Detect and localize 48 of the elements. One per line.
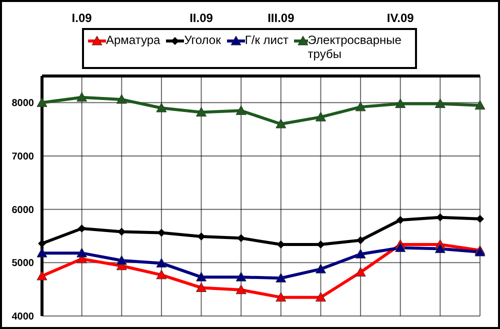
point <box>156 258 167 268</box>
x-tick-label: III.09 <box>268 11 295 25</box>
point <box>236 284 246 294</box>
point <box>36 97 48 107</box>
legend-label: Электросварные трубы <box>308 33 402 61</box>
y-tick-label: 6000 <box>12 204 34 216</box>
y-tick-label: 4000 <box>12 312 34 323</box>
point <box>355 248 366 258</box>
y-tick-label: 7000 <box>12 152 34 163</box>
point <box>315 292 326 302</box>
legend-label: Уголок <box>184 33 221 47</box>
point <box>276 272 286 282</box>
legend-label: Арматура <box>106 33 160 47</box>
point <box>76 92 88 102</box>
y-tick-label: 5000 <box>12 258 34 270</box>
point <box>315 112 326 122</box>
point <box>196 272 207 282</box>
point <box>236 105 246 115</box>
point <box>116 94 127 104</box>
legend-label: Г/к лист <box>244 33 288 47</box>
x-tick-label: I.09 <box>72 11 92 25</box>
point <box>76 248 88 258</box>
point <box>78 224 86 233</box>
point <box>356 236 365 244</box>
point <box>196 107 207 117</box>
point <box>196 282 207 292</box>
point <box>434 98 446 108</box>
y-tick-label: 8000 <box>12 98 34 110</box>
point <box>276 118 286 128</box>
point <box>355 102 366 112</box>
point <box>116 255 127 265</box>
point <box>36 248 48 258</box>
point <box>396 216 404 224</box>
point <box>236 272 246 282</box>
point <box>156 270 167 280</box>
x-tick-label: II.09 <box>190 11 214 25</box>
point <box>476 214 484 223</box>
point <box>434 244 446 254</box>
point <box>156 102 167 112</box>
point <box>355 267 366 277</box>
point <box>315 264 326 274</box>
point <box>36 270 48 280</box>
x-tick-label: IV.09 <box>386 11 414 25</box>
point <box>276 292 286 302</box>
point <box>474 100 486 110</box>
point <box>395 98 406 108</box>
point <box>395 242 406 252</box>
point <box>197 232 206 241</box>
